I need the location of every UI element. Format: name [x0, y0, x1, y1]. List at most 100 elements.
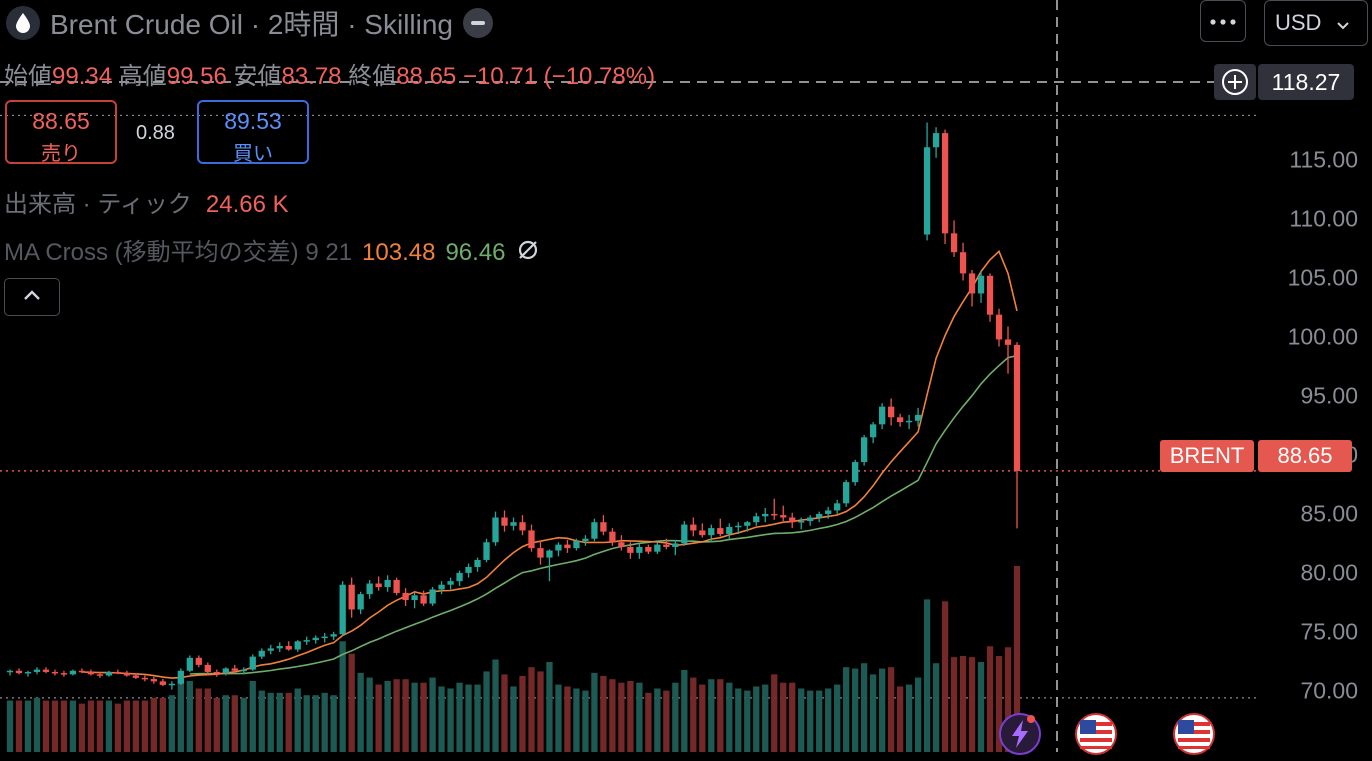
candle-body [15, 670, 23, 674]
candle-body [618, 542, 625, 547]
volume-bar [285, 692, 292, 752]
volume-bar [896, 686, 904, 752]
candle-body [878, 406, 886, 425]
price-tick: 115.00 [1289, 146, 1358, 173]
volume-bar [798, 688, 805, 752]
volume-bar [968, 657, 976, 752]
candle-body [708, 528, 715, 536]
ma-indicator-legend[interactable]: MA Cross (移動平均の交差) 9 21 103.48 96.46 [4, 232, 540, 269]
candle-body [869, 424, 877, 438]
candle-body [114, 671, 122, 674]
chevron-up-icon [23, 288, 41, 306]
more-button[interactable] [1200, 0, 1246, 42]
volume-bar [240, 697, 247, 752]
candle-body [896, 417, 904, 422]
candle-body [735, 525, 742, 528]
candle-body [339, 584, 346, 635]
volume-bar [510, 686, 517, 752]
candle-body [402, 592, 409, 601]
plus-icon[interactable] [1214, 64, 1256, 100]
candle-body [276, 646, 283, 649]
candle-body [159, 681, 166, 685]
price-tick: 75.00 [1300, 618, 1358, 645]
buy-button[interactable]: 89.53 買い [197, 100, 309, 165]
volume-bar [456, 682, 463, 752]
volume-bar [995, 655, 1003, 752]
candle-body [717, 528, 724, 534]
volume-bar [663, 690, 670, 752]
candle-body [923, 147, 931, 235]
sell-button[interactable]: 88.65 売り [5, 100, 117, 165]
candle-body [591, 522, 598, 539]
volume-bar [573, 688, 580, 752]
volume-bar [294, 688, 301, 752]
candle-body [636, 546, 643, 553]
price-axis[interactable]: 115.00110.00105.00100.0095.0090.0085.008… [1260, 0, 1372, 752]
candle-body [474, 559, 481, 568]
volume-bar [384, 680, 391, 752]
volume-bar [483, 671, 490, 752]
volume-bar [959, 655, 967, 752]
candle-body [555, 544, 562, 551]
candle-body [294, 641, 301, 650]
candle-body [447, 581, 454, 585]
candle-body [744, 522, 751, 526]
candle-body [690, 524, 697, 531]
minus-icon[interactable] [463, 8, 494, 38]
candle-body [771, 513, 778, 516]
volume-bar [852, 668, 859, 752]
us-economic-event-marker-1[interactable] [1074, 712, 1118, 756]
candle-body [977, 275, 985, 294]
volume-bar [69, 700, 77, 752]
chevron-down-icon [1337, 10, 1350, 36]
candle-body [519, 522, 526, 531]
us-economic-event-marker-2[interactable] [1172, 712, 1216, 756]
candle-body [132, 675, 140, 678]
volume-bar [114, 703, 122, 752]
volume-bar [816, 690, 823, 752]
currency-value: USD [1275, 10, 1322, 35]
volume-bar [834, 684, 841, 752]
currency-select[interactable]: USD [1264, 0, 1368, 46]
candle-body [798, 521, 805, 523]
buy-price: 89.53 [224, 108, 282, 134]
candle-body [384, 579, 391, 588]
price-tick: 110.00 [1289, 205, 1358, 232]
volume-bar [132, 700, 140, 752]
high-label: 高値 [118, 63, 167, 90]
candle-body [959, 252, 967, 274]
volume-bar [348, 653, 355, 752]
candle-body [726, 526, 733, 534]
candle-body [456, 572, 463, 582]
candle-body [303, 640, 310, 642]
volume-bar [627, 680, 634, 752]
volume-bar [950, 657, 958, 752]
volume-bar [51, 700, 59, 752]
candle-body [843, 482, 850, 504]
volume-bar [123, 700, 131, 752]
crosshair-price-label: 118.27 [1258, 64, 1354, 100]
volume-bar [932, 663, 940, 752]
collapse-legend-button[interactable] [4, 278, 60, 316]
candle-body [807, 517, 814, 522]
candle-body [537, 548, 544, 558]
volume-bar [582, 690, 589, 752]
candle-body [411, 595, 418, 601]
candle-body [861, 437, 868, 463]
candle-body [941, 133, 949, 234]
volume-bar [375, 684, 382, 752]
hide-icon[interactable] [516, 238, 540, 269]
candle-body [483, 542, 490, 560]
price-tick: 100.00 [1287, 323, 1358, 350]
candle-body [87, 671, 95, 675]
volume-bar [24, 700, 32, 752]
more-icon [1210, 12, 1236, 30]
volume-bar [195, 688, 202, 752]
lightning-event-marker[interactable] [998, 712, 1042, 756]
us-flag-icon [1173, 713, 1215, 755]
candle-body [420, 595, 427, 604]
volume-indicator-legend[interactable]: 出来高 · ティック 24.66 K [4, 184, 289, 219]
candle-body [96, 674, 104, 676]
volume-bar [312, 695, 319, 752]
